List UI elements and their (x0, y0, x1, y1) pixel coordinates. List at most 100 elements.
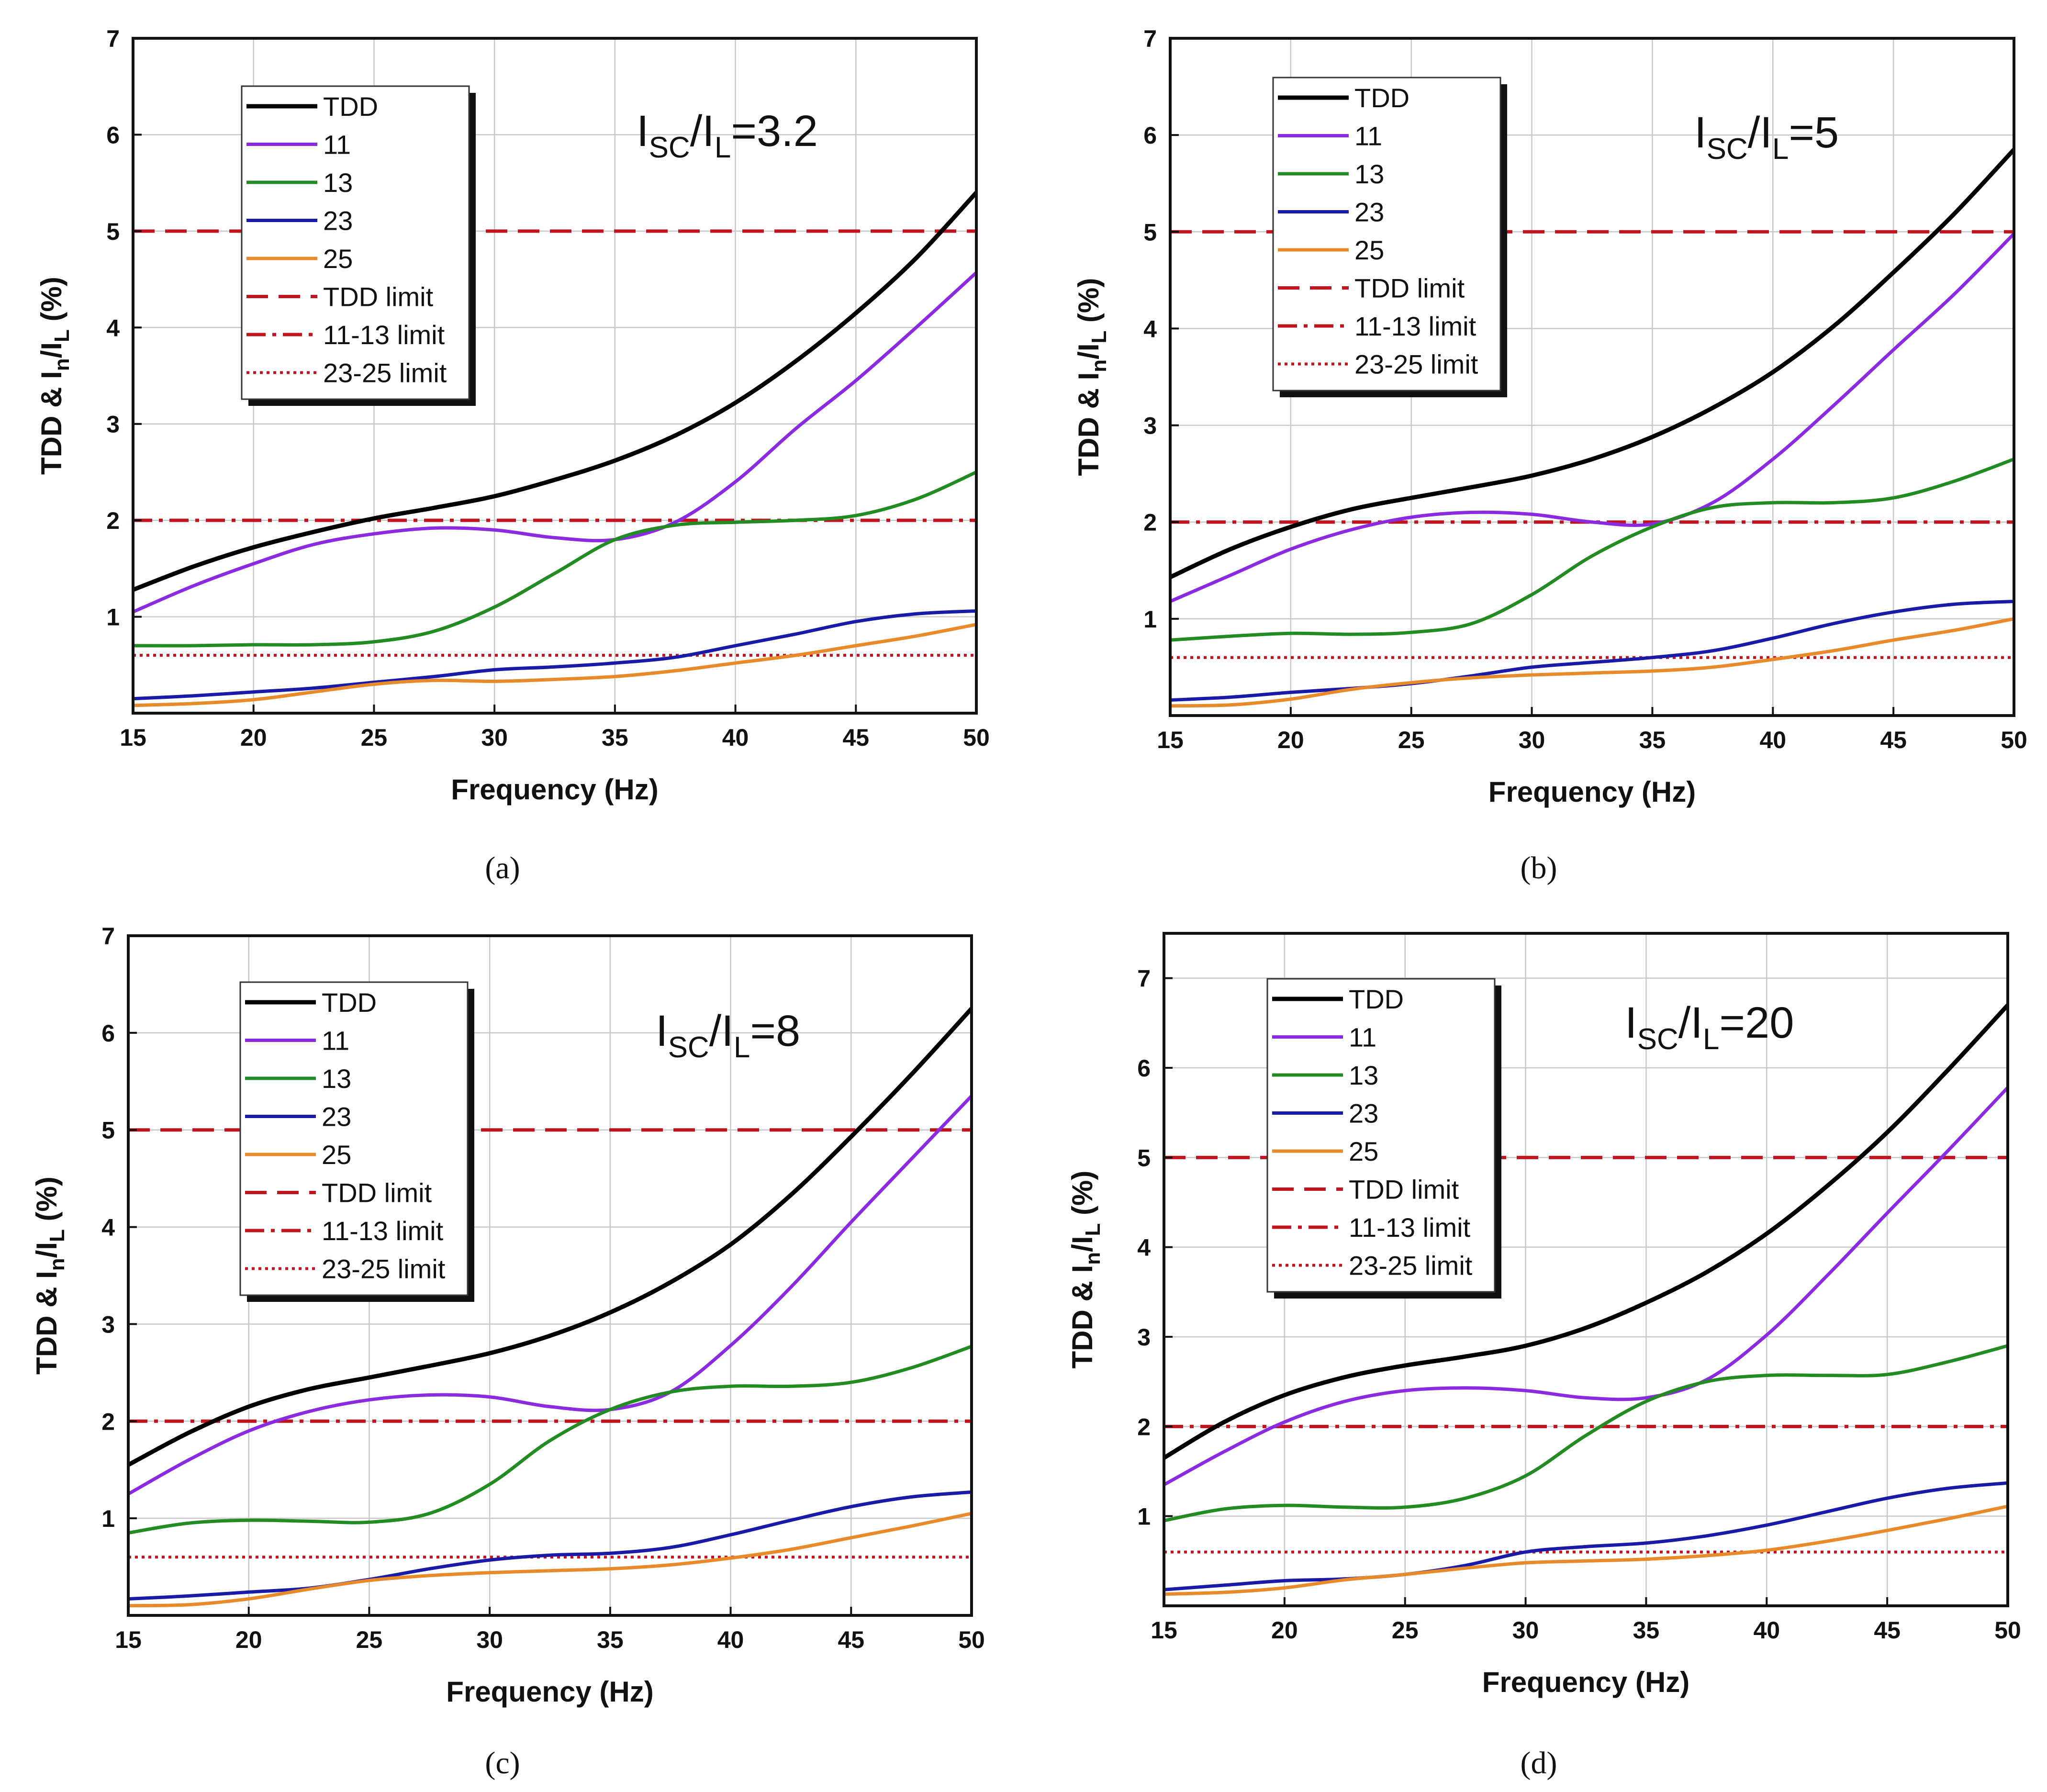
legend-label-c-5: TDD limit (322, 1178, 432, 1208)
x-tick-label-c-45: 45 (838, 1626, 864, 1653)
series-line-b-TDD (1170, 148, 2014, 579)
series-line-b-13 (1170, 458, 2014, 642)
legend-d: TDD 11 13 23 25 TDD limit 11-13 limit 23-25 lim… (1266, 978, 1501, 1299)
legend-label-a-0: TDD (323, 91, 378, 122)
x-tick-label-c-50: 50 (958, 1626, 985, 1653)
x-tick-label-d-15: 15 (1151, 1617, 1177, 1644)
legend-label-a-5: TDD limit (323, 282, 434, 312)
legend-label-c-4: 25 (322, 1140, 351, 1170)
legend-label-a-4: 25 (323, 244, 353, 274)
series-line-c-25 (128, 1512, 972, 1608)
series-line-b-23 (1170, 600, 2014, 702)
legend-label-c-2: 13 (322, 1064, 351, 1094)
x-tick-label-c-20: 20 (235, 1626, 262, 1653)
y-axis-title-d: TDD & In/IL (%) (1066, 1171, 1105, 1369)
x-tick-label-b-15: 15 (1157, 727, 1184, 753)
ratio-annotation-c: ISC/IL=8 (656, 1007, 800, 1064)
x-tick-label-c-30: 30 (476, 1626, 503, 1653)
series-line-d-13 (1164, 1344, 2008, 1523)
x-tick-label-b-40: 40 (1759, 727, 1786, 753)
x-tick-label-c-25: 25 (356, 1626, 383, 1653)
series-line-d-11 (1164, 1086, 2008, 1487)
x-tick-label-d-40: 40 (1753, 1617, 1780, 1644)
x-tick-label-a-15: 15 (120, 724, 146, 751)
y-tick-label-b-4: 4 (1143, 315, 1157, 342)
x-tick-label-b-20: 20 (1277, 727, 1304, 753)
y-tick-label-d-4: 4 (1137, 1234, 1151, 1261)
x-tick-label-a-45: 45 (842, 724, 869, 751)
x-axis-title-d: Frequency (Hz) (1482, 1666, 1689, 1698)
y-axis-title-c: TDD & In/IL (%) (31, 1176, 69, 1375)
x-tick-label-a-35: 35 (602, 724, 628, 751)
legend-label-c-3: 23 (322, 1102, 351, 1132)
x-tick-label-a-50: 50 (963, 724, 990, 751)
x-tick-label-b-35: 35 (1639, 727, 1666, 753)
legend-label-a-7: 23-25 limit (323, 358, 447, 388)
y-tick-label-a-5: 5 (106, 218, 120, 245)
y-tick-label-a-1: 1 (106, 604, 120, 631)
legend-box-b (1272, 77, 1501, 392)
ratio-annotation-b: ISC/IL=5 (1694, 108, 1839, 166)
x-tick-label-d-20: 20 (1271, 1617, 1298, 1644)
legend-label-d-7: 23-25 limit (1349, 1251, 1473, 1281)
x-axis-title-c: Frequency (Hz) (446, 1676, 653, 1708)
y-axis-title-a: TDD & In/IL (%) (35, 277, 74, 475)
plot-frame-b (1169, 37, 2015, 717)
x-tick-label-a-40: 40 (722, 724, 749, 751)
series-line-b-11 (1170, 232, 2014, 603)
series-line-c-13 (128, 1344, 972, 1535)
y-tick-label-c-6: 6 (101, 1020, 115, 1047)
x-tick-label-b-25: 25 (1398, 727, 1425, 753)
series-line-a-TDD (133, 191, 976, 592)
legend-c: TDD 11 13 23 25 TDD limit 11-13 limit 23-25 lim… (239, 981, 474, 1302)
series-line-d-TDD (1164, 1003, 2008, 1460)
series-line-b-25 (1170, 617, 2014, 708)
ratio-annotation-d: ISC/IL=20 (1625, 998, 1794, 1056)
series-line-d-25 (1164, 1504, 2008, 1596)
y-tick-label-b-5: 5 (1143, 219, 1157, 246)
legend-box-d (1266, 978, 1496, 1293)
x-tick-label-c-35: 35 (597, 1626, 624, 1653)
series-line-d-23 (1164, 1481, 2008, 1591)
series-line-c-11 (128, 1095, 972, 1496)
y-tick-label-a-3: 3 (106, 411, 120, 438)
y-tick-label-a-2: 2 (106, 507, 120, 534)
x-axis-title-b: Frequency (Hz) (1488, 776, 1696, 808)
x-tick-label-a-20: 20 (240, 724, 267, 751)
legend-label-d-3: 23 (1349, 1098, 1378, 1129)
y-tick-label-d-5: 5 (1137, 1144, 1151, 1171)
plot-frame-d (1163, 932, 2009, 1607)
y-tick-label-d-6: 6 (1137, 1055, 1151, 1082)
legend-label-c-6: 11-13 limit (322, 1216, 444, 1246)
y-tick-label-c-4: 4 (101, 1214, 115, 1241)
legend-label-b-4: 25 (1354, 235, 1384, 265)
y-tick-label-a-4: 4 (106, 314, 120, 341)
y-tick-label-b-1: 1 (1143, 606, 1157, 633)
legend-box-a (241, 85, 470, 400)
plot-frame-c (127, 934, 973, 1617)
x-axis-title-a: Frequency (Hz) (451, 773, 658, 806)
series-line-a-11 (133, 271, 976, 614)
y-tick-label-b-7: 7 (1143, 25, 1157, 52)
caption-c: (c) (485, 1746, 520, 1781)
legend-label-c-7: 23-25 limit (322, 1254, 446, 1284)
x-tick-label-b-30: 30 (1519, 727, 1545, 753)
series-line-c-23 (128, 1490, 972, 1601)
x-tick-label-a-25: 25 (361, 724, 388, 751)
legend-b: TDD 11 13 23 25 TDD limit 11-13 limit 23-25 lim… (1272, 77, 1507, 397)
y-tick-label-b-2: 2 (1143, 509, 1157, 536)
y-tick-label-a-7: 7 (106, 25, 120, 52)
x-tick-label-c-15: 15 (115, 1626, 142, 1653)
x-tick-label-b-50: 50 (2001, 727, 2027, 753)
legend-box-c (239, 981, 469, 1296)
y-tick-label-c-5: 5 (101, 1117, 115, 1144)
legend-label-a-6: 11-13 limit (323, 320, 445, 350)
legend-label-d-4: 25 (1349, 1136, 1378, 1166)
legend-label-a-1: 11 (323, 130, 351, 160)
y-axis-title-b: TDD & In/IL (%) (1073, 278, 1111, 476)
x-tick-label-d-35: 35 (1633, 1617, 1660, 1644)
legend-label-b-3: 23 (1354, 197, 1384, 227)
